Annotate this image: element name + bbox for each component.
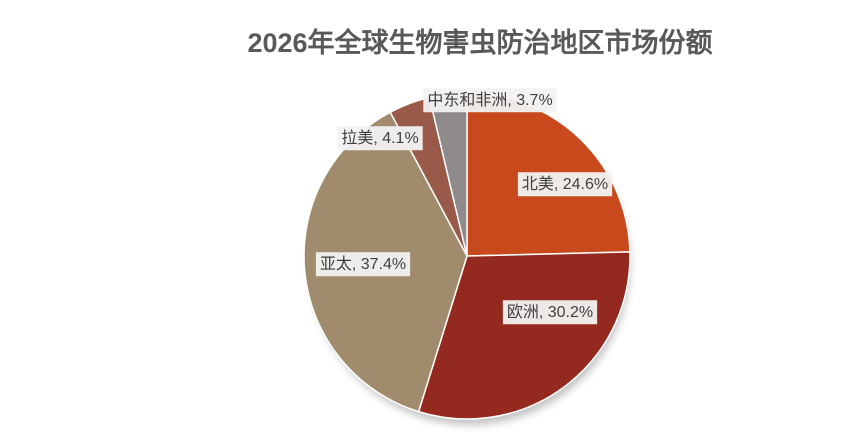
pie-slice (417, 251, 631, 420)
data-label-box (337, 126, 423, 151)
data-label: 欧洲, 30.2% (507, 303, 593, 321)
data-label-box (502, 300, 598, 325)
data-label: 拉美, 4.1% (341, 129, 418, 147)
data-label-box (315, 252, 411, 277)
data-label: 北美, 24.6% (522, 175, 608, 193)
data-label-box (517, 172, 613, 197)
data-label: 中东和非洲, 3.7% (427, 91, 552, 109)
data-label-box (423, 88, 557, 113)
data-label: 亚太, 37.4% (320, 255, 406, 273)
chart-title: 2026年全球生物害虫防治地区市场份额 (247, 27, 712, 58)
